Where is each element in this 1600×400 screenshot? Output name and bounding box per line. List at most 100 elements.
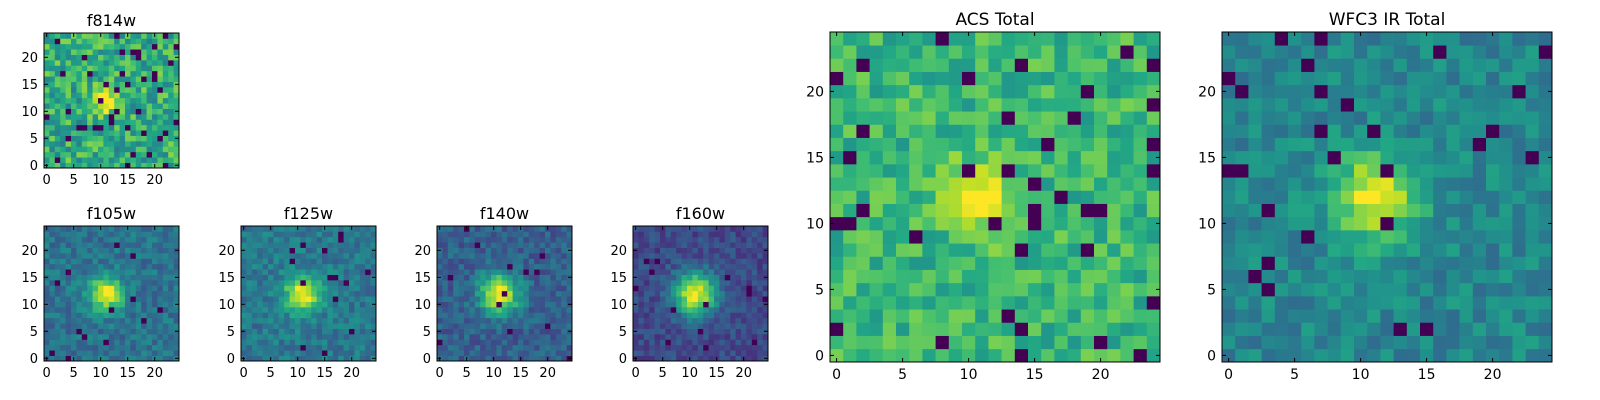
heatmap-cell (76, 231, 83, 238)
heatmap-cell (349, 269, 355, 275)
heatmap-cell (284, 339, 290, 346)
heatmap-cell (555, 247, 562, 254)
heatmap-cell (135, 157, 142, 163)
heatmap-cell (162, 242, 169, 248)
heatmap-cell (708, 323, 715, 329)
heatmap-cell (152, 65, 158, 72)
heatmap-cell (1222, 45, 1236, 59)
heatmap-cell (1054, 164, 1068, 178)
heatmap-cell (1420, 111, 1434, 125)
y-tick-label: 20 (21, 244, 38, 259)
heatmap-cell (327, 301, 334, 308)
heatmap-cell (988, 190, 1002, 204)
heatmap-cell (501, 301, 508, 308)
heatmap-cell (1014, 71, 1029, 86)
heatmap-cell (730, 355, 736, 362)
heatmap-cell (135, 231, 142, 238)
heatmap-cell (311, 334, 317, 340)
heatmap-cell (135, 43, 142, 50)
heatmap-cell (162, 236, 169, 243)
heatmap-cell (1327, 322, 1342, 336)
heatmap-cell (49, 43, 56, 50)
heatmap-cell (81, 280, 88, 286)
heatmap-cell (1314, 32, 1328, 46)
heatmap-cell (1274, 32, 1289, 46)
heatmap-cell (1288, 322, 1302, 336)
heatmap-cell (130, 65, 137, 72)
heatmap-cell (119, 231, 126, 238)
heatmap-cell (157, 317, 164, 324)
heatmap-cell (289, 236, 296, 243)
heatmap-cell (162, 114, 169, 120)
heatmap-cell (1538, 190, 1553, 204)
heatmap-cell (119, 162, 126, 169)
heatmap-cell (108, 70, 115, 77)
heatmap-cell (49, 65, 56, 72)
heatmap-cell (322, 328, 328, 335)
heatmap-cell (485, 280, 492, 286)
heatmap-cell (295, 323, 301, 329)
heatmap-cell (1446, 335, 1460, 350)
heatmap-cell (1041, 335, 1055, 350)
heatmap-cell (54, 236, 61, 243)
heatmap-cell (676, 317, 682, 324)
heatmap-cell (92, 355, 99, 362)
heatmap-cell (660, 253, 666, 259)
heatmap-cell (119, 60, 126, 66)
heatmap-cell (135, 236, 142, 243)
y-tick-label: 10 (806, 216, 824, 232)
heatmap-cell (843, 111, 857, 125)
heatmap-cell (474, 350, 481, 356)
heatmap-cell (909, 203, 923, 218)
heatmap-cell (300, 312, 307, 319)
heatmap-cell (1288, 269, 1302, 284)
y-tick-label: 15 (806, 150, 824, 166)
heatmap-cell (896, 348, 910, 363)
heatmap-cell (501, 323, 508, 329)
heatmap-cell (491, 328, 497, 335)
heatmap-cell (152, 60, 158, 66)
heatmap-cell (1274, 98, 1289, 112)
heatmap-cell (935, 71, 950, 86)
heatmap-cell (141, 258, 147, 265)
heatmap-cell (157, 350, 164, 356)
heatmap-cell (474, 344, 481, 351)
heatmap-cell (49, 38, 56, 45)
heatmap-cell (370, 258, 377, 265)
heatmap-cell (173, 65, 180, 72)
heatmap-cell (87, 350, 93, 356)
heatmap-cell (501, 236, 508, 243)
heatmap-cell (168, 355, 174, 362)
heatmap-cell (370, 231, 377, 238)
heatmap-cell (1420, 256, 1434, 270)
heatmap-cell (746, 307, 753, 313)
heatmap-cell (1041, 309, 1055, 323)
heatmap-cell (119, 296, 126, 302)
heatmap-cell (676, 323, 682, 329)
heatmap-cell (327, 253, 334, 259)
heatmap-cell (332, 350, 339, 356)
heatmap-cell (1327, 111, 1342, 125)
heatmap-cell (1525, 58, 1540, 72)
axes-frame (829, 31, 1161, 363)
heatmap-cell (1486, 32, 1500, 46)
heatmap-cell (1261, 32, 1276, 46)
heatmap-cell (157, 328, 164, 335)
heatmap-cell (697, 355, 704, 362)
heatmap-cell (649, 339, 655, 346)
heatmap-cell (697, 253, 704, 259)
heatmap-cell (692, 296, 699, 302)
heatmap-cell (1028, 216, 1042, 231)
heatmap-cell (518, 317, 524, 324)
heatmap-cell (1001, 32, 1016, 46)
heatmap-cell (65, 38, 72, 45)
heatmap-cell (87, 92, 93, 99)
heatmap-cell (1120, 256, 1134, 270)
heatmap-cell (491, 242, 497, 248)
heatmap-cell (638, 317, 645, 324)
heatmap-cell (762, 236, 769, 243)
heatmap-cell (1406, 177, 1421, 191)
heatmap-cell (474, 290, 481, 297)
heatmap-cell (1314, 348, 1328, 363)
heatmap-cell (103, 269, 110, 275)
